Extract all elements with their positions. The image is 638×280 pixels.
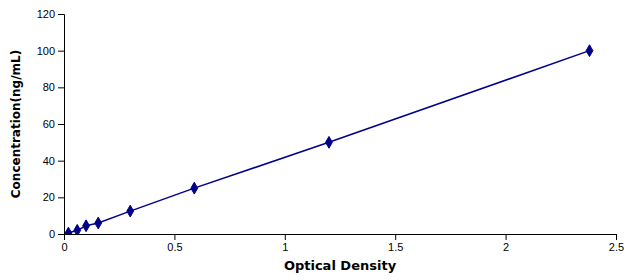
- marker: [191, 182, 198, 194]
- y-tick: 40: [43, 155, 64, 167]
- x-tick-label: 1.5: [388, 241, 403, 253]
- x-tick: 0: [61, 234, 67, 253]
- y-tick-mark: [58, 87, 64, 88]
- series: [65, 45, 593, 234]
- y-tick-mark: [58, 161, 64, 162]
- marker: [74, 224, 81, 234]
- x-tick-label: 0: [61, 241, 67, 253]
- y-tick-mark: [58, 234, 64, 235]
- y-tick-label: 80: [43, 81, 55, 93]
- y-axis-line: [58, 15, 65, 235]
- x-tick: 0.5: [167, 234, 182, 253]
- y-tick-label: 40: [43, 155, 55, 167]
- y-tick-label: 0: [49, 228, 55, 240]
- y-tick: 60: [43, 118, 64, 130]
- x-tick: 1: [282, 234, 288, 253]
- x-axis: 0 0.5 1 1.5 2 2.5: [61, 234, 624, 253]
- x-tick: 2.5: [609, 234, 624, 253]
- y-tick-label: 60: [43, 118, 55, 130]
- y-tick-mark: [58, 14, 64, 15]
- x-tick-label: 2.5: [609, 241, 624, 253]
- y-tick-mark: [58, 197, 64, 198]
- y-tick: 100: [37, 45, 64, 57]
- marker: [83, 220, 90, 232]
- y-tick: 20: [43, 191, 64, 203]
- x-tick-mark: [285, 234, 286, 240]
- y-tick-label: 100: [37, 45, 55, 57]
- y-axis-title: Concentration(ng/mL): [9, 50, 23, 198]
- marker: [127, 205, 134, 217]
- x-tick: 2: [503, 234, 509, 253]
- marker: [65, 227, 72, 234]
- y-tick: 80: [43, 81, 64, 93]
- x-tick-mark: [616, 234, 617, 240]
- marker: [586, 45, 593, 57]
- x-axis-line: [65, 235, 617, 241]
- y-axis: 0 20 40 60 80 100 120: [37, 8, 65, 240]
- y-tick-mark: [58, 124, 64, 125]
- y-tick-label: 120: [37, 8, 55, 20]
- marker: [326, 136, 333, 148]
- x-tick-label: 1: [282, 241, 288, 253]
- x-tick-label: 2: [503, 241, 509, 253]
- x-tick-mark: [395, 234, 396, 240]
- y-tick: 120: [37, 8, 64, 20]
- plot: 0 0.5 1 1.5 2 2.5 0 20 40 60 80 100 120: [37, 8, 625, 253]
- marker: [95, 217, 102, 229]
- y-tick-mark: [58, 51, 64, 52]
- x-tick-mark: [174, 234, 175, 240]
- x-tick-mark: [506, 234, 507, 240]
- y-tick: 0: [49, 228, 64, 240]
- x-tick-label: 0.5: [167, 241, 182, 253]
- x-tick: 1.5: [388, 234, 403, 253]
- line: [68, 51, 589, 233]
- chart: 0 0.5 1 1.5 2 2.5 0 20 40 60 80 100 120 Optical Densi…: [0, 0, 638, 280]
- y-tick-label: 20: [43, 191, 55, 203]
- x-axis-title: Optical Density: [284, 258, 397, 273]
